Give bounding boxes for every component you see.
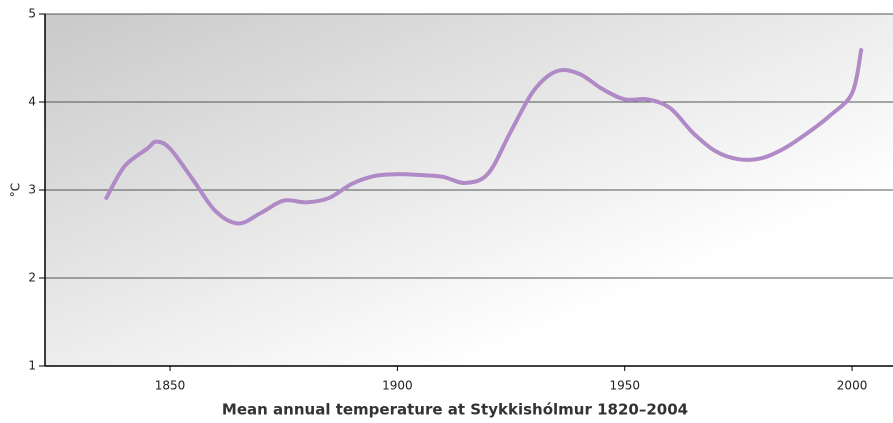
y-tick-label: 3 <box>28 183 36 197</box>
y-tick-label: 5 <box>28 7 36 21</box>
x-tick-label: 1950 <box>609 379 640 393</box>
y-tick-label: 4 <box>28 95 36 109</box>
y-tick-label: 1 <box>28 359 36 373</box>
x-tick-label: 1900 <box>382 379 413 393</box>
y-tick-label: 2 <box>28 271 36 285</box>
x-tick-label: 1850 <box>155 379 186 393</box>
y-axis-label: °C <box>9 183 23 197</box>
chart-title: Mean annual temperature at Stykkishólmur… <box>222 401 688 419</box>
x-tick-label: 2000 <box>837 379 868 393</box>
temperature-line <box>104 48 864 226</box>
